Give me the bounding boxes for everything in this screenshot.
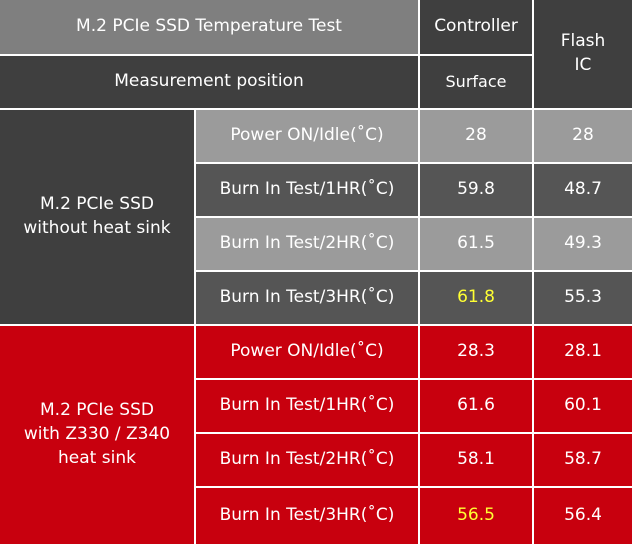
flash-value: 60.1	[534, 380, 632, 432]
controller-value: 61.5	[420, 218, 532, 270]
flash-value: 28.1	[534, 326, 632, 378]
table-row-test-label: Power ON/Idle(˚C)	[196, 326, 418, 378]
measurement-position-header: Measurement position	[0, 56, 418, 108]
table-title: M.2 PCIe SSD Temperature Test	[0, 0, 418, 54]
table-row-test-label: Burn In Test/3HR(˚C)	[196, 272, 418, 324]
flash-value: 48.7	[534, 164, 632, 216]
table-row-test-label: Burn In Test/2HR(˚C)	[196, 218, 418, 270]
flash-value: 49.3	[534, 218, 632, 270]
flash-value: 28	[534, 110, 632, 162]
table-row-test-label: Burn In Test/3HR(˚C)	[196, 488, 418, 544]
table-row-test-label: Burn In Test/1HR(˚C)	[196, 164, 418, 216]
controller-value: 59.8	[420, 164, 532, 216]
flash-value: 55.3	[534, 272, 632, 324]
controller-value: 61.6	[420, 380, 532, 432]
group-label-with-heatsink: M.2 PCIe SSD with Z330 / Z340 heat sink	[0, 326, 194, 544]
table-row-test-label: Burn In Test/1HR(˚C)	[196, 380, 418, 432]
flash-ic-header: Flash IC	[534, 0, 632, 108]
controller-value-highlighted: 61.8	[420, 272, 532, 324]
controller-value: 58.1	[420, 434, 532, 486]
flash-value: 58.7	[534, 434, 632, 486]
controller-value: 28	[420, 110, 532, 162]
controller-value-highlighted: 56.5	[420, 488, 532, 544]
controller-header: Controller	[420, 0, 532, 54]
table-row-test-label: Burn In Test/2HR(˚C)	[196, 434, 418, 486]
group-label-without-heatsink: M.2 PCIe SSD without heat sink	[0, 110, 194, 324]
table-row-test-label: Power ON/Idle(˚C)	[196, 110, 418, 162]
surface-header: Surface	[420, 56, 532, 108]
flash-value: 56.4	[534, 488, 632, 544]
controller-value: 28.3	[420, 326, 532, 378]
